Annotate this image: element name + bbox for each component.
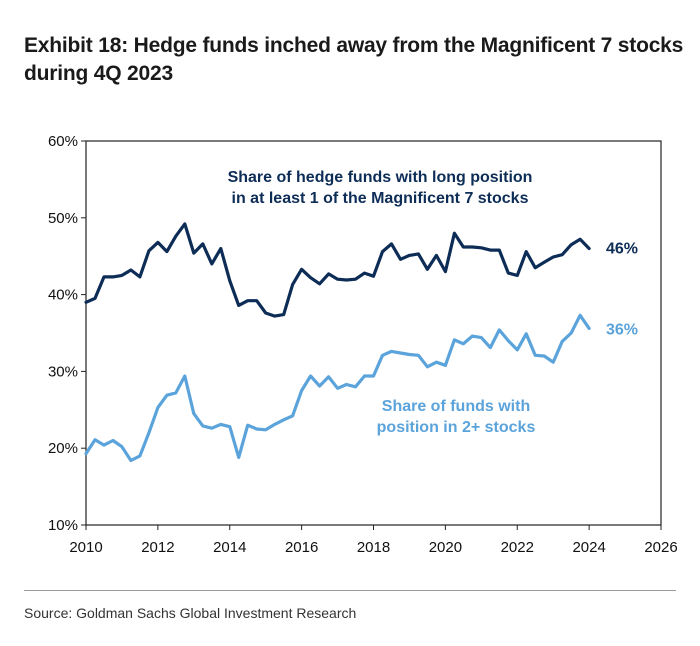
chart-title: Exhibit 18: Hedge funds inched away from… (24, 34, 684, 85)
y-tick-label: 10% (48, 517, 78, 534)
x-tick-label: 2026 (644, 539, 677, 556)
series-annotations: Share of hedge funds with long position i… (228, 169, 638, 436)
y-tick-label: 20% (48, 440, 78, 457)
series-2-label: position in 2+ stocks (377, 419, 536, 436)
series-line-1 (84, 222, 591, 318)
x-axis-ticks: 2010 2012 2014 2016 2018 2020 2022 2024 2026 (69, 525, 678, 556)
x-tick-label: 2020 (429, 539, 462, 556)
x-tick-label: 2016 (285, 539, 318, 556)
y-tick-label: 30% (48, 363, 78, 380)
x-tick-label: 2010 (69, 539, 102, 556)
source-note: Source: Goldman Sachs Global Investment … (24, 605, 357, 621)
line-chart: 10%20%30%40%50%60% 2010 2012 2014 2016 2018 2… (48, 133, 678, 556)
x-tick-label: 2024 (572, 539, 605, 556)
x-tick-label: 2018 (357, 539, 390, 556)
series-1-label: Share of hedge funds with long position (228, 169, 533, 186)
x-tick-label: 2014 (213, 539, 246, 556)
x-tick-label: 2022 (501, 539, 534, 556)
y-tick-label: 50% (48, 210, 78, 227)
x-tick-label: 2012 (141, 539, 174, 556)
series-2-label: Share of funds with (382, 398, 530, 415)
series-lines (84, 222, 591, 463)
series-1-label: in at least 1 of the Magnificent 7 stock… (232, 190, 529, 207)
series-2-end-label: 36% (606, 321, 638, 338)
y-tick-label: 40% (48, 287, 78, 304)
footer-divider (24, 590, 676, 591)
series-line-2 (84, 313, 591, 463)
series-1-end-label: 46% (606, 241, 638, 258)
y-tick-label: 60% (48, 133, 78, 150)
y-axis-ticks: 10% 20% 30% 40% 50% 60% (48, 133, 86, 534)
